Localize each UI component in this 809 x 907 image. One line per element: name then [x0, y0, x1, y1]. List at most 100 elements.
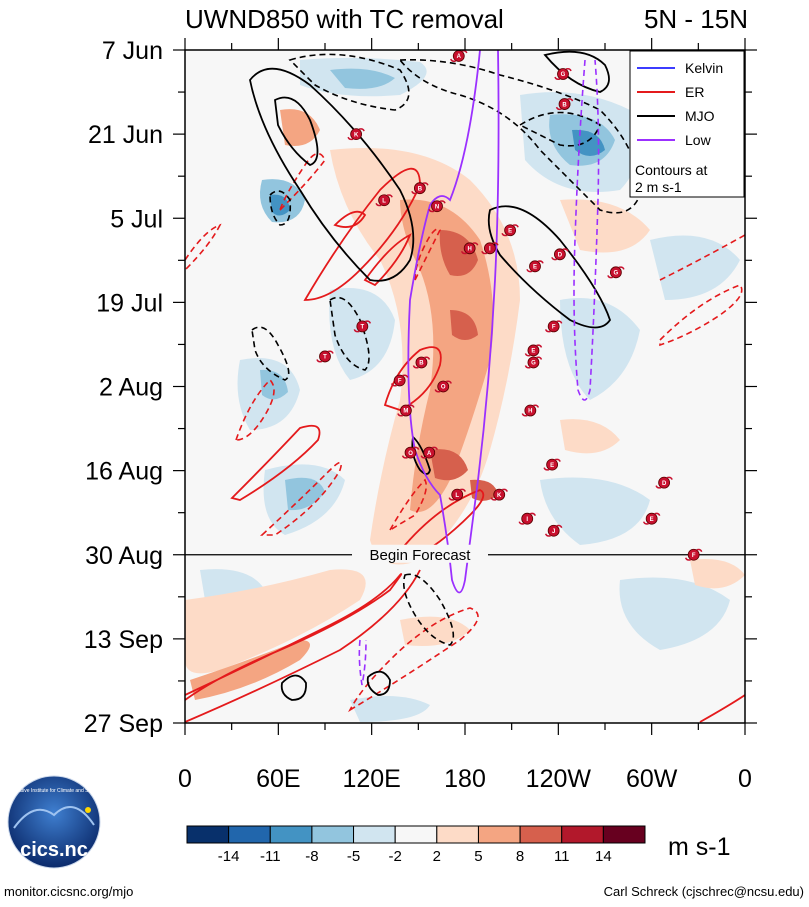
tc-arm-icon	[402, 374, 409, 378]
x-tick-label: 0	[738, 765, 752, 793]
legend-label: ER	[685, 84, 704, 100]
tc-label: I	[526, 517, 528, 523]
colorbar-tick-label: 2	[433, 848, 441, 865]
er-contour	[414, 228, 441, 281]
tc-label: K	[354, 132, 359, 138]
tc-marker: G	[607, 266, 625, 279]
shade-negative	[330, 68, 395, 89]
mjo-contour	[280, 674, 307, 701]
tc-symbol-icon	[658, 476, 671, 489]
low-contours	[407, 50, 500, 594]
tc-label: T	[360, 325, 364, 331]
x-tick-label: 60W	[626, 765, 678, 793]
tc-marker: D	[655, 476, 673, 489]
tc-arm-icon	[446, 380, 452, 384]
tc-arm-icon	[607, 275, 614, 279]
tc-arm-icon	[642, 521, 649, 525]
tc-marker: B	[412, 356, 431, 369]
tc-marker: T	[316, 350, 334, 363]
tc-marker: I	[518, 512, 536, 525]
tc-symbol-icon	[423, 446, 436, 459]
legend-label: Low	[685, 132, 712, 148]
logo-circle	[7, 775, 101, 869]
y-tick-label: 2 Aug	[99, 374, 163, 402]
tc-arm-icon	[533, 404, 540, 408]
mjo-contour	[487, 205, 611, 329]
chart-region: 5N - 15N	[644, 4, 748, 34]
tc-symbol-icon	[521, 512, 534, 525]
colorbar-tick-label: -8	[305, 848, 318, 865]
tc-label: T	[323, 355, 327, 361]
tc-arm-icon	[536, 356, 543, 360]
tc-label: A	[427, 451, 432, 457]
tc-label: D	[558, 253, 563, 259]
y-axis: 7 Jun 21 Jun 5 Jul 19 Jul 2 Aug 16 Aug 30 Aug 1…	[84, 37, 757, 738]
tc-arm-icon	[428, 208, 435, 213]
tc-symbol-icon	[451, 488, 464, 501]
tc-arm-icon	[411, 190, 418, 195]
tc-arm-icon	[536, 344, 543, 348]
y-tick-label: 30 Aug	[85, 542, 163, 570]
low-contour	[573, 59, 600, 401]
logo-text: cics.nc	[20, 839, 88, 861]
tc-label: B	[419, 361, 424, 367]
colorbar-swatch	[602, 825, 646, 844]
tc-label: E	[531, 349, 535, 355]
shade-positive	[690, 559, 745, 589]
mjo-contour	[288, 53, 410, 111]
tc-arm-icon	[567, 98, 574, 102]
mjo-contour	[366, 670, 391, 696]
tc-arm-icon	[432, 446, 438, 450]
shade-positive	[560, 419, 620, 454]
x-tick-label: 180	[444, 765, 486, 793]
tc-label: F	[398, 379, 402, 385]
legend-label: Kelvin	[685, 60, 723, 76]
tc-label: N	[435, 204, 439, 210]
legend-note-line1: Contours at	[635, 162, 707, 178]
tc-marker: E	[524, 344, 543, 357]
tc-symbol-icon	[378, 194, 391, 207]
tc-arm-icon	[618, 266, 625, 270]
mjo-contour	[543, 50, 610, 93]
colorbar-tick-label: -14	[218, 848, 240, 865]
tc-arm-icon	[554, 458, 561, 462]
tc-arm-icon	[554, 76, 561, 81]
tc-arm-icon	[448, 497, 455, 501]
tc-label: B	[418, 186, 423, 192]
tc-arm-icon	[551, 257, 558, 261]
shade-positive	[400, 199, 494, 512]
chart-title: UWND850 with TC removal	[185, 4, 504, 34]
tc-arm-icon	[353, 329, 360, 333]
tc-marker: G	[554, 68, 572, 81]
colorbar-tick-label: 11	[554, 848, 570, 865]
colorbar-units: m s-1	[668, 833, 731, 861]
colorbar-tick-label: -11	[260, 848, 281, 865]
tc-marker: E	[642, 512, 661, 525]
tc-symbol-icon	[687, 548, 700, 561]
er-contour	[333, 210, 367, 228]
tc-arm-icon	[390, 383, 397, 387]
tc-arm-icon	[460, 488, 466, 492]
tc-marker: J	[544, 524, 563, 537]
tc-arm-icon	[481, 251, 488, 255]
tc-marker: H	[521, 404, 540, 417]
shade-positive	[450, 310, 478, 340]
tc-symbol-icon	[319, 350, 331, 363]
tc-label: H	[467, 246, 471, 252]
shade-negative	[619, 577, 730, 650]
tc-symbol-icon	[463, 242, 476, 255]
x-tick-label: 120E	[342, 765, 400, 793]
shade-negative	[650, 235, 740, 300]
tc-label: L	[382, 198, 386, 204]
tc-marker: F	[544, 320, 563, 333]
tc-arm-icon	[530, 512, 536, 516]
tc-symbol-icon	[399, 404, 412, 417]
tc-marker: O	[401, 446, 420, 459]
colorbar-swatch	[561, 825, 604, 844]
tc-symbol-icon	[557, 68, 569, 80]
y-tick-label: 27 Sep	[84, 710, 163, 738]
colorbar-swatch	[394, 825, 438, 844]
x-tick-label: 120W	[526, 765, 592, 793]
colorbar-swatch	[186, 825, 230, 844]
tc-arm-icon	[556, 320, 563, 324]
